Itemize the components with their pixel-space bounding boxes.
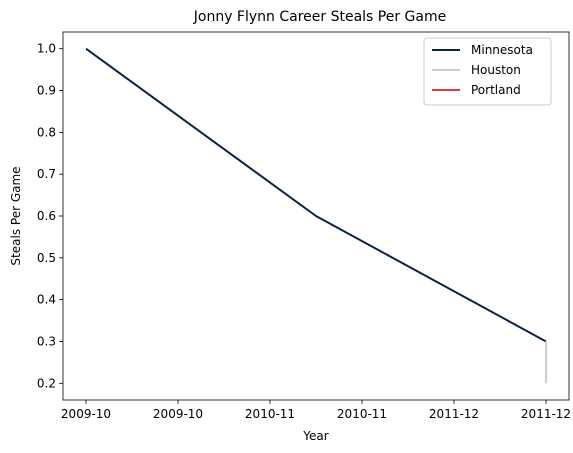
x-tick-label: 2011-12	[429, 407, 479, 421]
x-axis-label: Year	[302, 429, 328, 443]
x-tick-label: 2009-10	[61, 407, 111, 421]
y-tick-label: 0.6	[37, 209, 56, 223]
legend-entry: Portland	[471, 83, 521, 97]
plot-frame	[62, 31, 570, 401]
y-axis-label: Steals Per Game	[9, 166, 23, 265]
chart-title: Jonny Flynn Career Steals Per Game	[193, 9, 446, 25]
y-tick-label: 0.8	[37, 125, 56, 139]
y-tick-label: 0.9	[37, 84, 56, 98]
x-tick-label: 2009-10	[153, 407, 203, 421]
y-tick-label: 0.5	[37, 251, 56, 265]
y-tick-label: 0.2	[37, 376, 56, 390]
legend-box	[423, 37, 552, 106]
x-tick-label: 2010-11	[337, 407, 387, 421]
y-tick-label: 0.4	[37, 293, 56, 307]
y-tick-label: 0.3	[37, 334, 56, 348]
legend-entry: Houston	[471, 63, 521, 77]
y-tick-label: 0.7	[37, 167, 56, 181]
legend-entry: Minnesota	[471, 43, 533, 57]
y-tick-label: 1.0	[37, 42, 56, 56]
x-tick-label: 2010-11	[245, 407, 295, 421]
x-tick-label: 2011-12	[521, 407, 571, 421]
x-axis: 2009-10 2009-10 2010-11 2010-11 2011-12 2011-…	[61, 400, 571, 421]
y-axis: 0.2 0.3 0.4 0.5 0.6 0.7 0.8 0.9 1.0	[37, 42, 63, 390]
legend: Minnesota Houston Portland	[423, 37, 552, 106]
series-lines	[85, 47, 547, 384]
series-line-minnesota	[85, 47, 547, 343]
